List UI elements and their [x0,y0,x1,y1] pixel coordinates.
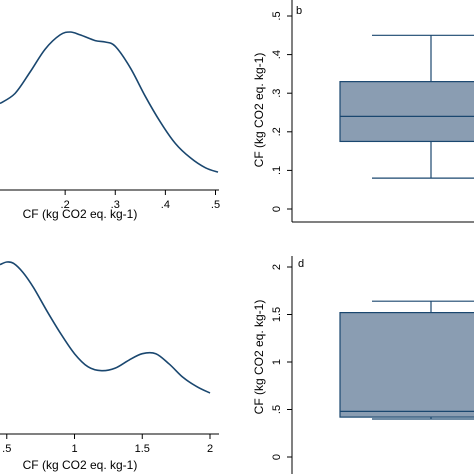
x-axis-title-c: CF (kg CO2 eq. kg-1) [23,458,138,472]
y-ticks-b: 0 .1 .2 .3 .4 .5 [271,11,292,212]
y-tick-label-b: 0 [271,206,283,212]
x-tick-label-c: 2 [207,443,213,455]
y-tick-label-d: 1.5 [271,307,283,322]
x-tick-label-c: 1 [71,443,77,455]
y-tick-label-b: .3 [271,89,283,98]
x-tick-label-a: .2 [61,199,70,211]
x-axis-title-a: CF (kg CO2 eq. kg-1) [23,207,138,221]
y-tick-label-d: .5 [271,405,283,414]
y-tick-label-b: .2 [271,127,283,136]
y-ticks-d: 0 .5 1 1.5 2 [271,264,292,460]
y-tick-label-b: .4 [271,50,283,59]
panel-c: .5 1 1.5 2 CF (kg CO2 eq. kg-1) [0,261,219,472]
x-tick-label-c: 1.5 [135,443,150,455]
x-ticks-a: .2 .3 .4 .5 [61,190,220,211]
y-tick-label-d: 2 [271,264,283,270]
y-tick-label-d: 1 [271,359,283,365]
box-iqr-d [339,312,474,418]
box-iqr-b [339,81,474,143]
panel-letter-b: b [296,5,302,17]
x-tick-label-a: .5 [211,199,220,211]
y-tick-label-d: 0 [271,454,283,460]
x-tick-label-c: .5 [2,443,11,455]
y-axis-title-d: CF (kg CO2 eq. kg-1) [252,300,266,415]
x-ticks-c: .5 1 1.5 2 [2,434,213,455]
panel-d: 0 .5 1 1.5 2 CF (kg CO2 eq. kg-1) d [252,256,474,474]
y-tick-label-b: .5 [271,11,283,20]
y-tick-label-b: .1 [271,166,283,175]
x-tick-label-a: .4 [161,199,170,211]
boxplot-b [339,34,474,179]
panel-a: .2 .3 .4 .5 CF (kg CO2 eq. kg-1) [0,31,220,221]
panel-letter-d: d [298,258,304,270]
x-tick-label-a: .3 [111,199,120,211]
boxplot-d [339,300,474,420]
density-curve-c [0,261,211,394]
density-curve-a [0,31,219,173]
y-axis-title-b: CF (kg CO2 eq. kg-1) [252,53,266,168]
panel-b: 0 .1 .2 .3 .4 .5 CF (kg CO2 eq. kg-1) b [252,0,474,223]
